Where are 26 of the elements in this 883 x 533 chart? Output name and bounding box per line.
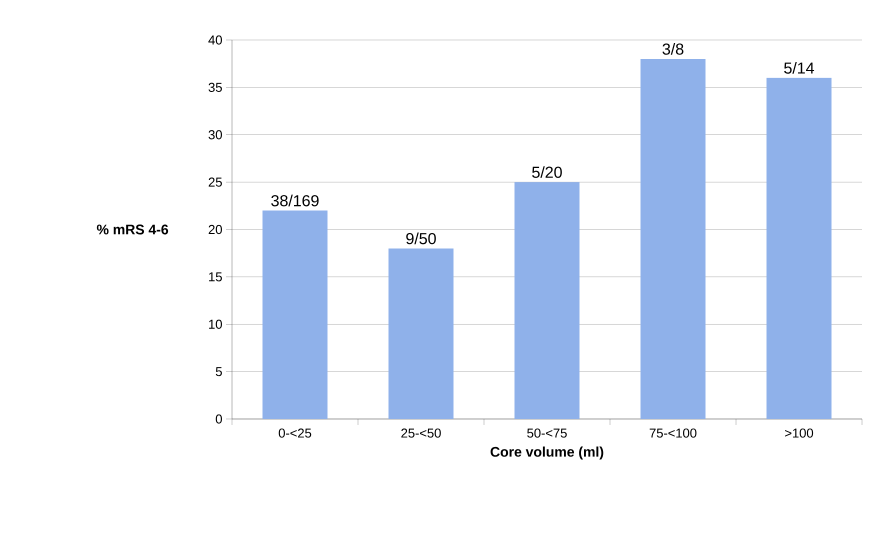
annotation: 5/14: [784, 62, 814, 74]
bar: [766, 78, 832, 419]
x-tick-label: 25-<50: [401, 428, 441, 438]
y-tick-label: 20: [208, 224, 222, 234]
annotation: 5/20: [532, 166, 562, 178]
x-tick-label: 0-<25: [278, 428, 312, 438]
bar: [640, 58, 706, 419]
y-tick-label: 10: [209, 320, 222, 329]
y-tick-label: 0: [216, 414, 222, 424]
bar: [514, 182, 580, 419]
y-tick-label: 35: [208, 82, 222, 92]
annotation: 3/8: [662, 43, 684, 55]
bar: [388, 248, 454, 419]
y-tick-label: 30: [208, 130, 222, 140]
x-tick-label: 75-<100: [650, 428, 696, 438]
bar: [262, 210, 328, 419]
annotation: 38/169: [271, 194, 319, 206]
y-tick-label: 5: [216, 367, 222, 376]
x-tick-label: 50-<75: [527, 428, 567, 438]
y-tick-label: 25: [208, 178, 222, 187]
annotation: 9/50: [406, 232, 436, 244]
y-tick-label: 40: [208, 35, 222, 45]
x-axis-title: Core volume (ml): [490, 446, 604, 460]
y-axis-title: % mRS 4-6: [96, 224, 168, 234]
x-tick-label: >100: [785, 428, 814, 438]
y-tick-label: 15: [209, 272, 222, 282]
